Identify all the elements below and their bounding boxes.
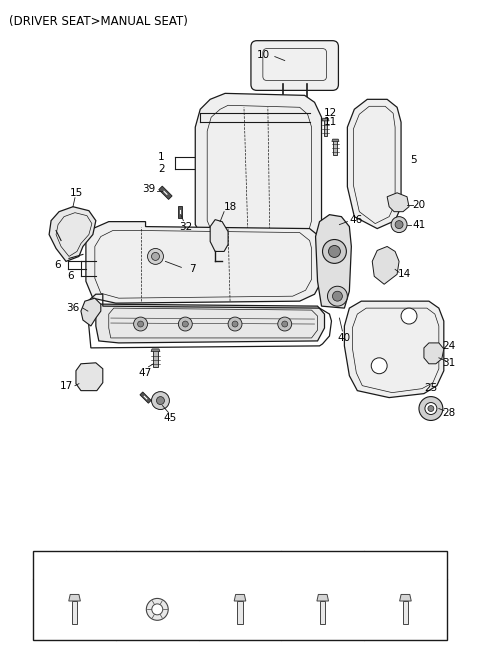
- Text: 31: 31: [442, 358, 456, 368]
- Bar: [33, 550, 447, 640]
- Polygon shape: [49, 207, 96, 261]
- Polygon shape: [320, 601, 325, 625]
- Polygon shape: [317, 594, 328, 601]
- Circle shape: [428, 405, 434, 411]
- Circle shape: [182, 321, 188, 327]
- Polygon shape: [403, 601, 408, 625]
- Text: 43: 43: [314, 558, 331, 571]
- Polygon shape: [76, 363, 103, 390]
- Polygon shape: [86, 222, 322, 303]
- Text: 1: 1: [158, 152, 165, 162]
- FancyBboxPatch shape: [251, 41, 338, 91]
- Polygon shape: [424, 343, 444, 364]
- Polygon shape: [387, 193, 409, 212]
- Text: 27: 27: [149, 558, 166, 571]
- Circle shape: [371, 358, 387, 374]
- Polygon shape: [234, 594, 246, 601]
- Text: 42: 42: [231, 558, 249, 571]
- Text: 10: 10: [257, 50, 270, 60]
- Circle shape: [401, 308, 417, 324]
- Polygon shape: [372, 247, 399, 284]
- Polygon shape: [400, 594, 411, 601]
- Polygon shape: [237, 601, 243, 625]
- Polygon shape: [151, 349, 160, 352]
- Text: 25: 25: [424, 382, 437, 393]
- Polygon shape: [72, 601, 77, 625]
- Polygon shape: [179, 206, 182, 218]
- Polygon shape: [322, 118, 329, 121]
- Text: 41: 41: [412, 220, 426, 230]
- Text: 2: 2: [158, 164, 165, 174]
- Text: 15: 15: [69, 188, 83, 198]
- Circle shape: [179, 317, 192, 331]
- Text: 32: 32: [179, 222, 192, 232]
- Polygon shape: [81, 298, 101, 326]
- Text: 45: 45: [164, 413, 177, 424]
- Circle shape: [425, 403, 437, 415]
- Circle shape: [152, 392, 169, 409]
- Text: (DRIVER SEAT>MANUAL SEAT): (DRIVER SEAT>MANUAL SEAT): [9, 15, 188, 28]
- Polygon shape: [159, 186, 172, 199]
- Circle shape: [146, 598, 168, 621]
- Circle shape: [147, 249, 164, 264]
- Text: 40: 40: [338, 333, 351, 343]
- Circle shape: [152, 604, 163, 615]
- Circle shape: [156, 397, 165, 405]
- Circle shape: [395, 220, 403, 228]
- Circle shape: [391, 216, 407, 233]
- Text: 17: 17: [60, 380, 72, 391]
- Circle shape: [278, 317, 292, 331]
- Polygon shape: [195, 93, 322, 249]
- Text: 47: 47: [139, 368, 152, 378]
- Circle shape: [333, 291, 342, 301]
- Polygon shape: [153, 349, 158, 367]
- Circle shape: [327, 286, 348, 306]
- Text: 36: 36: [66, 303, 80, 313]
- Polygon shape: [140, 392, 151, 403]
- Polygon shape: [348, 99, 401, 228]
- Text: 6: 6: [68, 272, 74, 281]
- Text: 24: 24: [442, 341, 456, 351]
- Circle shape: [323, 239, 347, 263]
- Circle shape: [152, 253, 159, 260]
- Polygon shape: [332, 139, 339, 142]
- Text: 7: 7: [189, 264, 195, 274]
- Text: 12: 12: [324, 108, 337, 118]
- Polygon shape: [69, 594, 80, 601]
- Text: 20: 20: [412, 199, 426, 210]
- Text: 14: 14: [397, 270, 411, 279]
- Polygon shape: [315, 215, 351, 308]
- Text: 28: 28: [442, 407, 456, 417]
- Text: 18: 18: [223, 201, 237, 212]
- Text: 9: 9: [71, 558, 79, 571]
- Circle shape: [232, 321, 238, 327]
- Circle shape: [419, 397, 443, 420]
- Text: 11: 11: [324, 117, 337, 127]
- Text: 46: 46: [350, 215, 363, 224]
- Text: 5: 5: [411, 155, 417, 165]
- Circle shape: [133, 317, 147, 331]
- Text: 44: 44: [397, 558, 414, 571]
- Circle shape: [138, 321, 144, 327]
- Circle shape: [228, 317, 242, 331]
- Polygon shape: [344, 301, 444, 398]
- Polygon shape: [96, 304, 324, 343]
- Circle shape: [328, 245, 340, 257]
- Text: 6: 6: [55, 260, 61, 270]
- Polygon shape: [210, 220, 228, 251]
- Circle shape: [282, 321, 288, 327]
- Text: 39: 39: [142, 184, 155, 194]
- Polygon shape: [334, 139, 337, 155]
- Polygon shape: [324, 118, 327, 136]
